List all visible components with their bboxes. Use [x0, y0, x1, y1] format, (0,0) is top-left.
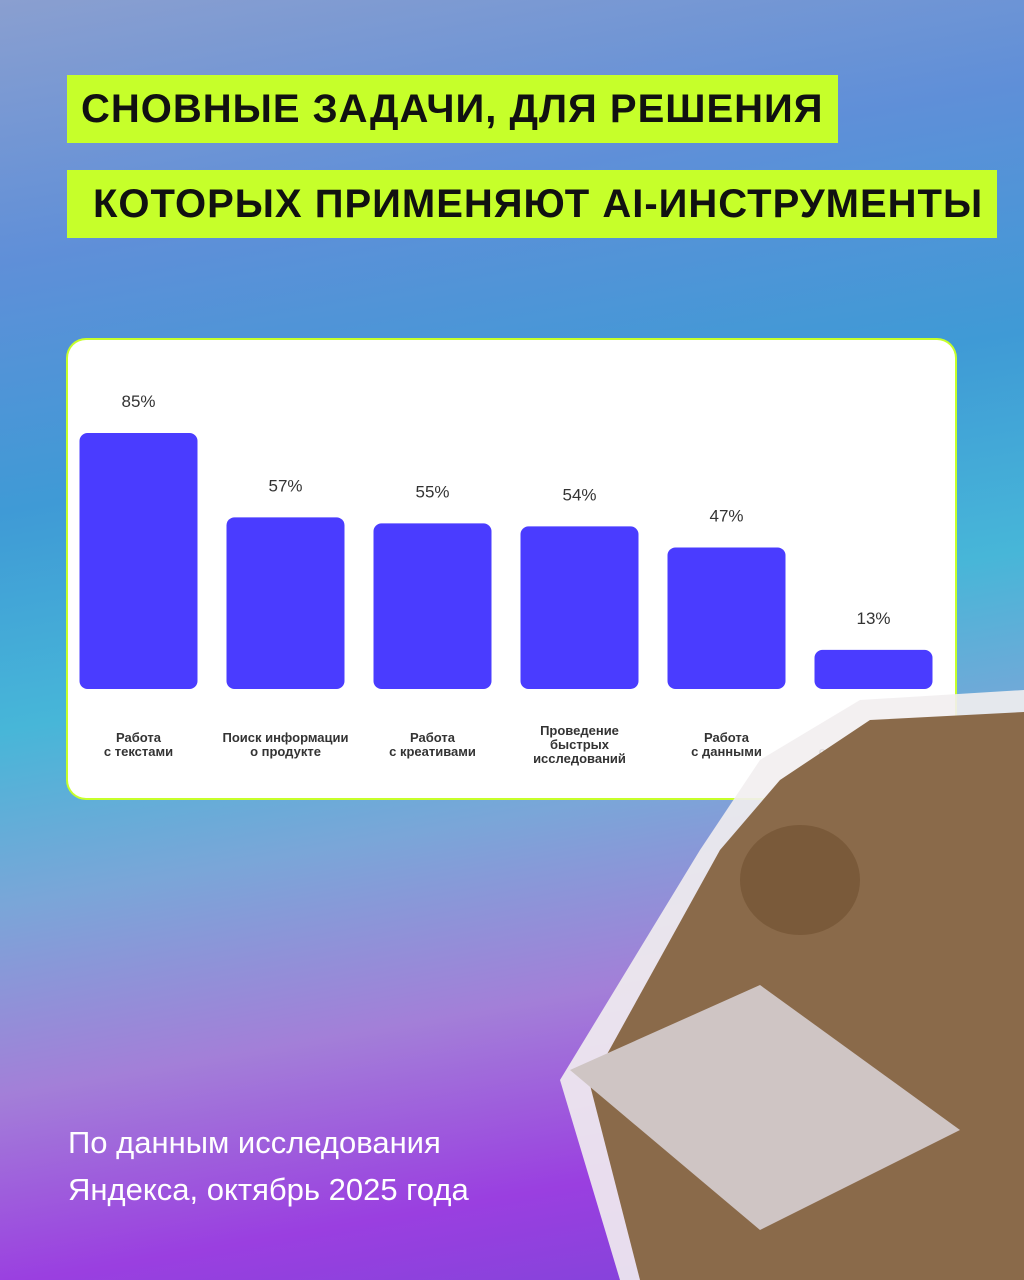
category-label: Работа с текстами — [103, 730, 174, 759]
category-label: Поиск информации о продукте — [222, 730, 349, 759]
category-label: Проведение быстрых исследований — [533, 723, 626, 766]
bar — [79, 433, 198, 689]
title-line: СНОВНЫЕ ЗАДАЧИ, ДЛЯ РЕШЕНИЯ — [67, 75, 838, 143]
title-line: КОТОРЫХ ПРИМЕНЯЮТ AI-ИНСТРУМЕНТЫ — [67, 170, 998, 238]
value-label: 57% — [268, 476, 302, 495]
category-label: Работа с данными — [691, 730, 762, 759]
bar — [667, 547, 786, 689]
value-label: 85% — [121, 392, 155, 411]
source-text: Яндекса, октябрь 2025 года — [68, 1172, 469, 1207]
category-label: Работа с креативами — [389, 730, 476, 759]
source-text: По данным исследования — [68, 1125, 441, 1160]
bar — [226, 517, 345, 689]
category-label: Работа с презентациями — [818, 730, 929, 759]
value-label: 55% — [415, 482, 449, 501]
bar — [814, 649, 933, 689]
value-label: 54% — [562, 485, 596, 504]
bar — [520, 526, 639, 689]
value-label: 13% — [856, 609, 890, 628]
value-label: 47% — [709, 506, 743, 525]
bar — [373, 523, 492, 689]
